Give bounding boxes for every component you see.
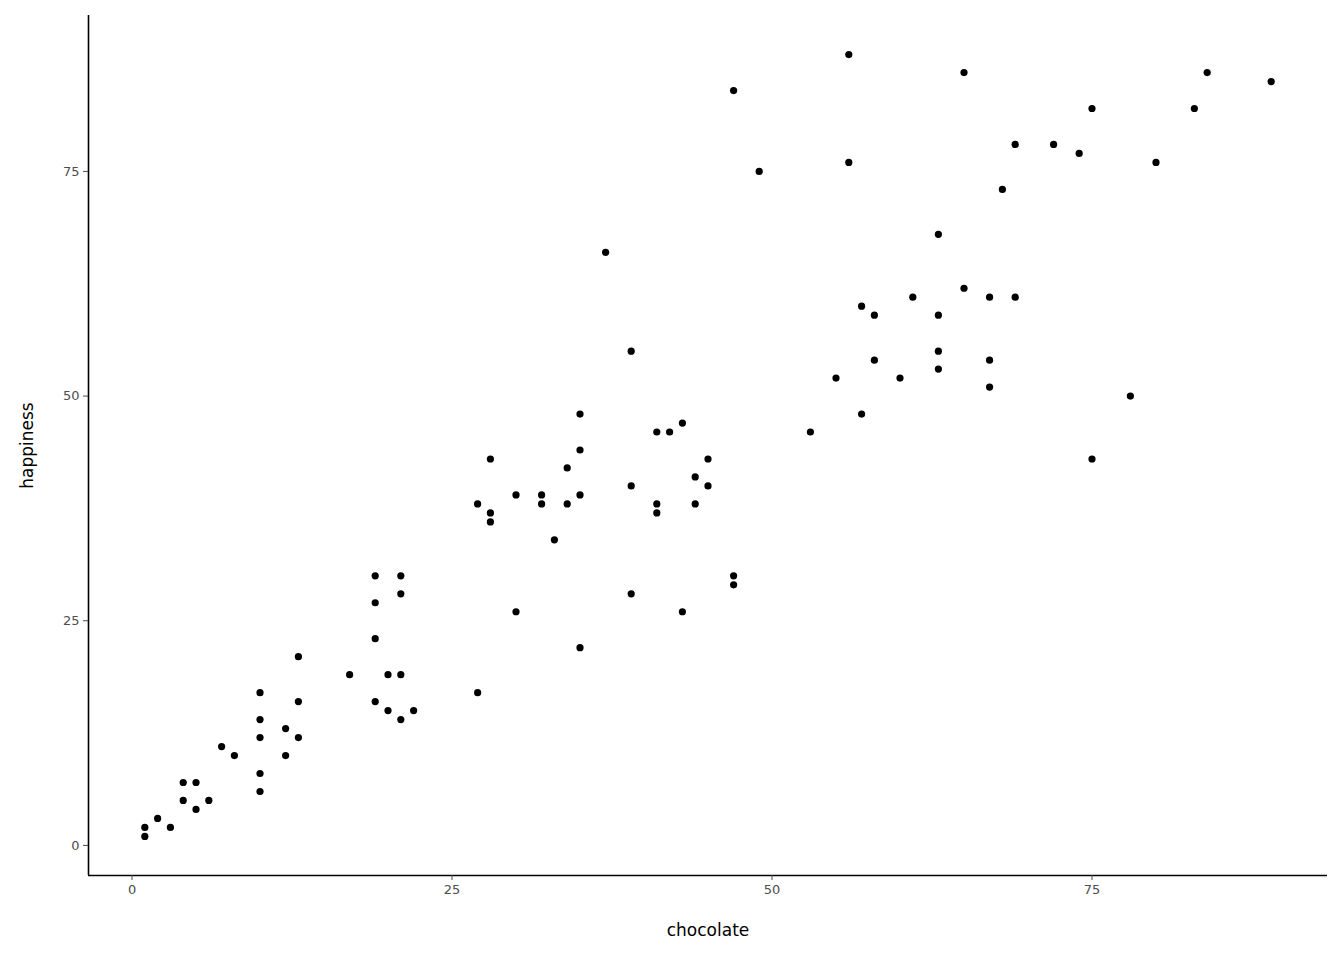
svg-text:25: 25 — [444, 882, 461, 897]
svg-text:25: 25 — [63, 613, 80, 628]
svg-text:75: 75 — [1084, 882, 1101, 897]
svg-text:happiness: happiness — [17, 402, 37, 489]
svg-text:75: 75 — [63, 164, 80, 179]
svg-text:0: 0 — [71, 838, 79, 853]
svg-text:50: 50 — [764, 882, 781, 897]
svg-text:0: 0 — [128, 882, 136, 897]
svg-text:50: 50 — [63, 388, 80, 403]
svg-text:chocolate: chocolate — [667, 920, 750, 940]
